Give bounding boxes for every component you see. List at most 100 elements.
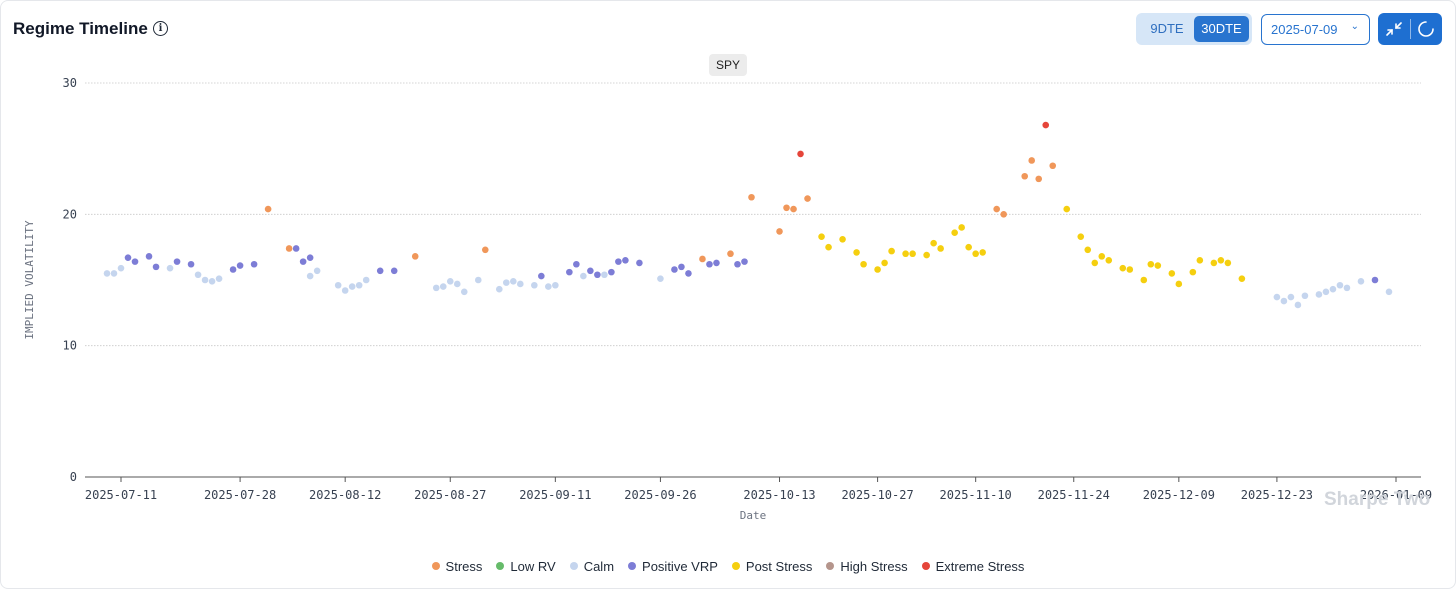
data-point[interactable] xyxy=(1273,293,1281,301)
data-point[interactable] xyxy=(299,258,307,265)
data-point[interactable] xyxy=(972,250,979,258)
data-point[interactable] xyxy=(741,258,748,265)
data-point[interactable] xyxy=(902,250,909,258)
data-point[interactable] xyxy=(657,275,664,282)
data-point[interactable] xyxy=(1105,257,1113,264)
data-point[interactable] xyxy=(545,283,552,290)
data-point[interactable] xyxy=(145,253,153,260)
data-point[interactable] xyxy=(474,276,482,284)
data-point[interactable] xyxy=(1084,246,1092,254)
data-point[interactable] xyxy=(622,257,629,264)
data-point[interactable] xyxy=(495,285,503,293)
data-point[interactable] xyxy=(825,243,832,251)
data-point[interactable] xyxy=(355,281,363,289)
data-point[interactable] xyxy=(909,250,916,258)
data-point[interactable] xyxy=(1329,285,1337,293)
data-point[interactable] xyxy=(306,254,314,261)
data-point[interactable] xyxy=(1294,301,1302,309)
data-point[interactable] xyxy=(573,260,580,268)
date-select[interactable]: 2025-07-09 ⌄ xyxy=(1261,14,1370,45)
data-point[interactable] xyxy=(503,279,510,286)
data-point[interactable] xyxy=(453,280,461,288)
legend-item[interactable]: High Stress xyxy=(826,559,908,574)
data-point[interactable] xyxy=(818,233,825,240)
data-point[interactable] xyxy=(706,260,713,268)
data-point[interactable] xyxy=(713,259,720,267)
data-point[interactable] xyxy=(250,260,258,268)
data-point[interactable] xyxy=(1154,262,1162,269)
data-point[interactable] xyxy=(1091,259,1099,267)
data-point[interactable] xyxy=(636,259,643,267)
data-point[interactable] xyxy=(930,239,937,247)
data-point[interactable] xyxy=(1385,288,1393,296)
data-point[interactable] xyxy=(608,268,615,276)
data-point[interactable] xyxy=(783,204,790,212)
data-point[interactable] xyxy=(292,245,300,252)
data-point[interactable] xyxy=(1035,175,1043,183)
data-point[interactable] xyxy=(937,245,944,252)
data-point[interactable] xyxy=(481,246,489,254)
legend-item[interactable]: Extreme Stress xyxy=(921,559,1024,574)
data-point[interactable] xyxy=(965,243,972,251)
dte-30-button[interactable]: 30DTE xyxy=(1194,16,1249,42)
data-point[interactable] xyxy=(1336,281,1344,289)
data-point[interactable] xyxy=(1140,276,1148,284)
data-point[interactable] xyxy=(923,251,930,259)
data-point[interactable] xyxy=(531,281,538,289)
data-point[interactable] xyxy=(734,260,741,268)
data-point[interactable] xyxy=(117,264,125,272)
data-point[interactable] xyxy=(1238,275,1246,282)
data-point[interactable] xyxy=(1322,288,1330,296)
data-point[interactable] xyxy=(1301,292,1309,300)
data-point[interactable] xyxy=(951,229,958,237)
data-point[interactable] xyxy=(1175,280,1183,288)
data-point[interactable] xyxy=(580,272,587,280)
data-point[interactable] xyxy=(376,267,384,275)
data-point[interactable] xyxy=(776,228,783,235)
data-point[interactable] xyxy=(538,272,545,280)
data-point[interactable] xyxy=(446,278,454,285)
dte-9-button[interactable]: 9DTE xyxy=(1150,21,1184,36)
data-point[interactable] xyxy=(1028,157,1036,164)
data-point[interactable] xyxy=(348,283,356,290)
data-point[interactable] xyxy=(517,280,524,288)
data-point[interactable] xyxy=(1210,259,1218,267)
data-point[interactable] xyxy=(615,258,622,265)
data-point[interactable] xyxy=(236,262,244,269)
data-point[interactable] xyxy=(853,249,860,256)
data-point[interactable] xyxy=(1119,264,1127,272)
data-point[interactable] xyxy=(439,283,447,290)
data-point[interactable] xyxy=(601,271,608,279)
data-point[interactable] xyxy=(124,254,132,261)
data-point[interactable] xyxy=(1168,270,1176,277)
data-point[interactable] xyxy=(390,267,398,275)
data-point[interactable] xyxy=(804,195,811,202)
data-point[interactable] xyxy=(1147,260,1155,268)
data-point[interactable] xyxy=(208,278,216,285)
data-point[interactable] xyxy=(510,278,517,285)
data-point[interactable] xyxy=(958,224,965,231)
data-point[interactable] xyxy=(103,270,111,277)
legend-item[interactable]: Stress xyxy=(431,559,482,574)
data-point[interactable] xyxy=(432,284,440,292)
data-point[interactable] xyxy=(552,281,559,289)
data-point[interactable] xyxy=(194,271,202,279)
data-point[interactable] xyxy=(748,193,755,201)
data-point[interactable] xyxy=(671,266,678,273)
data-point[interactable] xyxy=(993,205,1000,213)
data-point[interactable] xyxy=(797,150,804,158)
data-point[interactable] xyxy=(306,272,314,280)
data-point[interactable] xyxy=(173,258,181,265)
data-point[interactable] xyxy=(979,249,986,256)
data-point[interactable] xyxy=(1077,233,1085,240)
data-point[interactable] xyxy=(888,247,895,255)
data-point[interactable] xyxy=(1189,268,1197,276)
data-point[interactable] xyxy=(1217,257,1225,264)
data-point[interactable] xyxy=(110,270,118,277)
legend-item[interactable]: Low RV xyxy=(496,559,556,574)
data-point[interactable] xyxy=(1098,253,1106,260)
data-point[interactable] xyxy=(699,255,706,263)
data-point[interactable] xyxy=(166,264,174,272)
data-point[interactable] xyxy=(411,253,419,260)
data-point[interactable] xyxy=(566,268,573,276)
